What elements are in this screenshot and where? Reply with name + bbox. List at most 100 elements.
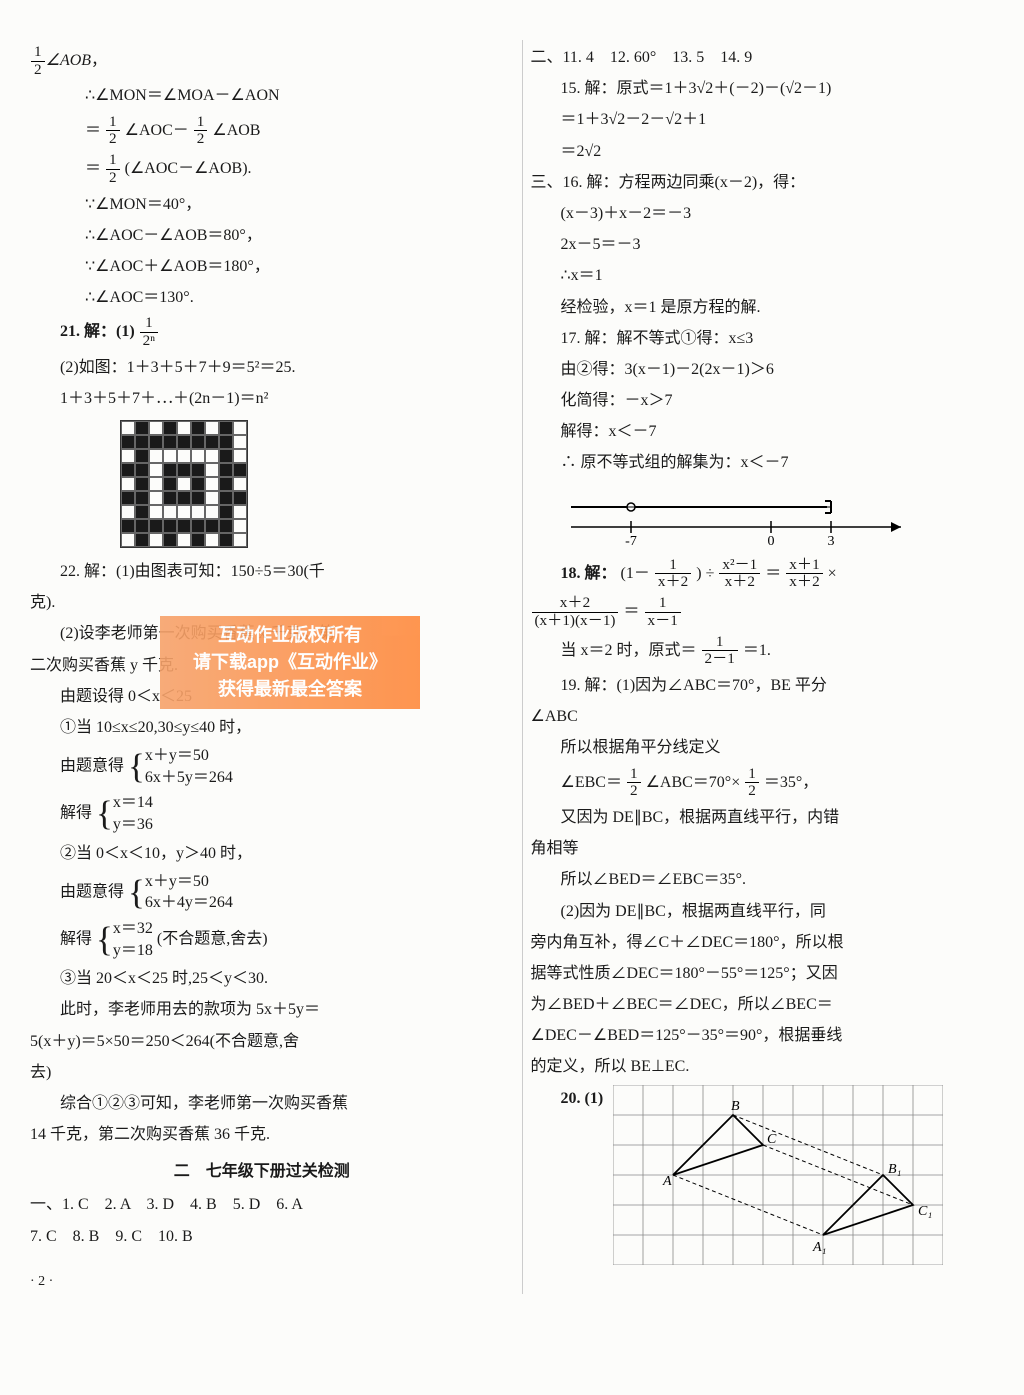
text-line: 三、16. 解：方程两边同乘(x－2)，得：	[531, 169, 995, 196]
q18-line2: x＋2(x＋1)(x－1) ＝ 1x－1	[531, 595, 995, 629]
grid-cell	[177, 421, 191, 435]
grid-cell	[205, 435, 219, 449]
text-line: 克).	[30, 589, 494, 616]
svg-text:0: 0	[767, 534, 774, 547]
grid-cell	[121, 421, 135, 435]
grid-cell	[233, 519, 247, 533]
fraction-num: 1	[31, 44, 45, 62]
grid-cell	[149, 435, 163, 449]
grid-cell	[149, 519, 163, 533]
grid-cell	[219, 505, 233, 519]
text-line: ①当 10≤x≤20,30≤y≤40 时，	[30, 714, 494, 741]
grid-cell	[135, 435, 149, 449]
grid-cell	[233, 449, 247, 463]
text-line: ∵∠MON＝40°，	[30, 191, 494, 218]
grid-cell	[191, 519, 205, 533]
text-line: ∴ 原不等式组的解集为：x＜－7	[531, 449, 995, 476]
grid-cell	[205, 505, 219, 519]
grid-cell	[177, 491, 191, 505]
grid-cell	[219, 463, 233, 477]
grid-cell	[219, 491, 233, 505]
text-line: 经检验，x＝1 是原方程的解.	[531, 294, 995, 321]
grid-cell	[135, 505, 149, 519]
grid-cell	[233, 491, 247, 505]
text-line: 2x－5＝－3	[531, 231, 995, 258]
text-line: ＝1＋3√2－2－√2＋1	[531, 106, 995, 133]
answer-line: 一、1. C 2. A 3. D 4. B 5. D 6. A	[30, 1191, 494, 1218]
grid-cell	[177, 533, 191, 547]
grid-cell	[149, 491, 163, 505]
triangle-grid-svg: A B C A₁ B₁ C₁	[613, 1085, 943, 1265]
text-line: ②当 0＜x＜10，y＞40 时，	[30, 840, 494, 867]
grid-cell	[219, 519, 233, 533]
text-line: 的定义，所以 BE⊥EC.	[531, 1053, 995, 1080]
grid-cell	[121, 449, 135, 463]
number-line-figure: -7 0 3	[561, 487, 921, 547]
text-line: 解得：x＜－7	[531, 418, 995, 445]
grid-cell	[233, 477, 247, 491]
text-line: ∵∠AOC＋∠AOB＝180°，	[30, 253, 494, 280]
text-line: 化简得：－x＞7	[531, 387, 995, 414]
grid-cell	[177, 477, 191, 491]
grid-cell	[121, 491, 135, 505]
grid-cell	[177, 449, 191, 463]
text-line: ＝2√2	[531, 138, 995, 165]
svg-text:B₁: B₁	[888, 1162, 901, 1177]
text-line: (2)如图：1＋3＋5＋7＋9＝5²＝25.	[30, 354, 494, 381]
section-heading: 二 七年级下册过关检测	[30, 1158, 494, 1185]
grid-cell	[163, 463, 177, 477]
text-line: 又因为 DE∥BC，根据两直线平行，内错	[531, 804, 995, 831]
grid-cell	[177, 505, 191, 519]
grid-cell	[121, 533, 135, 547]
number-line-svg: -7 0 3	[561, 487, 921, 547]
equation-solution: 解得 {x＝14y＝36	[30, 792, 494, 835]
text-line: ∠DEC－∠BED＝125°－35°＝90°，根据垂线	[531, 1022, 995, 1049]
watermark-overlay: 互动作业版权所有 请下载app《互动作业》 获得最新最全答案	[160, 616, 420, 709]
grid-cell	[219, 533, 233, 547]
grid-cell	[135, 533, 149, 547]
text-line: 旁内角互补，得∠C＋∠DEC＝180°，所以根	[531, 929, 995, 956]
svg-text:3: 3	[827, 534, 834, 547]
text-line: 14 千克，第二次购买香蕉 36 千克.	[30, 1121, 494, 1148]
text-line: (x－3)＋x－2＝－3	[531, 200, 995, 227]
q18-line3: 当 x＝2 时，原式＝ 12－1 ＝1.	[531, 634, 995, 668]
grid-cell	[191, 491, 205, 505]
grid-cell	[135, 491, 149, 505]
text-line: 据等式性质∠DEC＝180°－55°＝125°；又因	[531, 960, 995, 987]
q20-line: 20. (1) A B C A₁ B₁ C₁	[531, 1085, 995, 1265]
left-column: 12∠AOB， ∴∠MON＝∠MOA－∠AON ＝ 12 ∠AOC－ 12 ∠A…	[30, 40, 502, 1294]
text-line: 所以∠BED＝∠EBC＝35°.	[531, 866, 995, 893]
text-line: ∴∠MON＝∠MOA－∠AON	[30, 82, 494, 109]
pixel-grid-figure	[120, 420, 248, 548]
text-line: 17. 解：解不等式①得：x≤3	[531, 325, 995, 352]
grid-cell	[219, 449, 233, 463]
grid-cell	[163, 477, 177, 491]
grid-cell	[135, 477, 149, 491]
text-line: 此时，李老师用去的款项为 5x＋5y＝	[30, 996, 494, 1023]
text-line: 22. 解：(1)由图表可知：150÷5＝30(千	[30, 558, 494, 585]
grid-cell	[233, 505, 247, 519]
text-line: 12∠AOB，	[30, 44, 494, 78]
q19-line3: ∠EBC＝ 12 ∠ABC＝70°× 12 ＝35°，	[531, 766, 995, 800]
text-line: 为∠BED＋∠BEC＝∠DEC，所以∠BEC＝	[531, 991, 995, 1018]
page-number: · 2 ·	[30, 1270, 494, 1294]
grid-cell	[163, 533, 177, 547]
grid-cell	[205, 463, 219, 477]
text-line: ＝ 12 ∠AOC－ 12 ∠AOB	[30, 114, 494, 148]
fraction-den: 2	[31, 62, 45, 79]
svg-text:C₁: C₁	[918, 1204, 932, 1219]
text-line: (2)因为 DE∥BC，根据两直线平行，同	[531, 898, 995, 925]
grid-cell	[233, 463, 247, 477]
grid-cell	[149, 533, 163, 547]
watermark-line: 获得最新最全答案	[170, 676, 410, 703]
grid-cell	[149, 449, 163, 463]
grid-cell	[163, 491, 177, 505]
svg-text:A: A	[662, 1174, 672, 1189]
grid-cell	[163, 519, 177, 533]
grid-cell	[233, 421, 247, 435]
page: 12∠AOB， ∴∠MON＝∠MOA－∠AON ＝ 12 ∠AOC－ 12 ∠A…	[30, 40, 994, 1294]
text-line: 19. 解：(1)因为∠ABC＝70°，BE 平分	[531, 672, 995, 699]
text-line: 5(x＋y)＝5×50＝250＜264(不合题意,舍	[30, 1028, 494, 1055]
grid-cell	[205, 477, 219, 491]
grid-cell	[219, 435, 233, 449]
